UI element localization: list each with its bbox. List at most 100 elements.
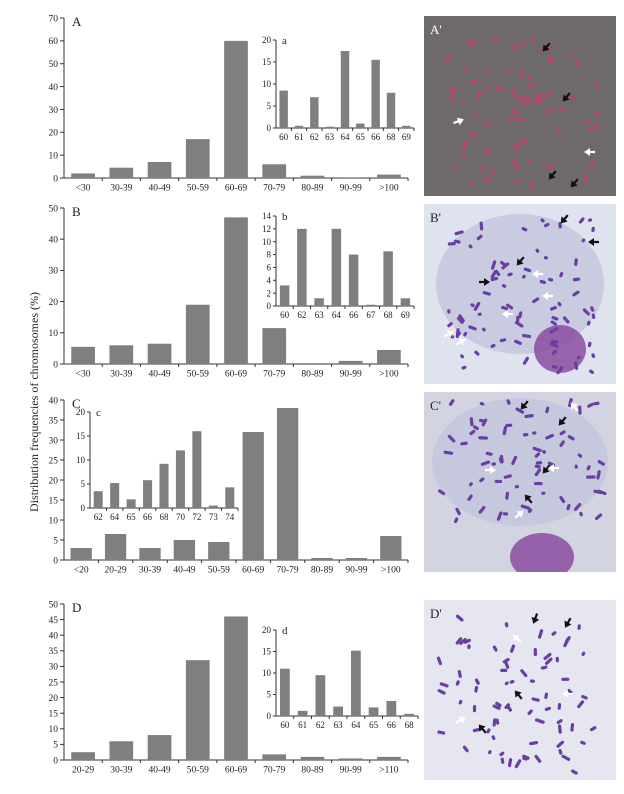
main-x-tick-label: 70-79	[263, 370, 285, 380]
main-y-tick-label: 35	[49, 416, 59, 426]
arrow-head	[520, 402, 528, 410]
main-x-tick-label: 50-59	[187, 184, 209, 194]
inset-y-tick-label: 10	[76, 455, 86, 465]
inset-bar	[386, 700, 397, 716]
chromosome	[556, 366, 564, 375]
main-y-tick-label: 30	[49, 436, 59, 446]
main-y-tick-label: 40	[49, 236, 59, 246]
white-arrow-icon	[570, 402, 579, 412]
main-x-tick-label: 70-79	[277, 566, 299, 576]
chromosome	[472, 425, 479, 431]
chromosome	[477, 312, 482, 316]
main-bar	[338, 177, 363, 178]
inset-bar	[383, 251, 393, 306]
chromosome	[509, 679, 515, 684]
arrow-head	[564, 620, 572, 628]
inset-x-tick-label: 60	[280, 720, 290, 730]
chromosome	[472, 705, 477, 713]
inset-x-tick-label: 60	[279, 132, 289, 142]
arrow-head	[490, 466, 496, 474]
main-y-tick-label: 20	[49, 476, 59, 486]
photo-a-svg	[424, 16, 616, 196]
main-bar	[224, 616, 248, 760]
main-y-tick-label: 30	[49, 663, 59, 673]
chromosome	[491, 260, 497, 270]
chromosome	[589, 726, 597, 732]
inset-x-tick-label: 63	[325, 132, 335, 142]
main-bar	[185, 139, 210, 178]
chromosome	[551, 349, 558, 355]
chromosome	[558, 748, 563, 755]
main-x-tick-label: 60-69	[242, 566, 264, 576]
chromosome	[504, 660, 510, 669]
inset-bar	[225, 487, 235, 508]
inset-y-tick-label: 0	[267, 711, 272, 721]
chromosome	[582, 308, 590, 316]
main-x-tick-label: <30	[76, 370, 91, 380]
inset-bar	[297, 710, 308, 716]
chromosome	[587, 402, 594, 408]
chromosome	[520, 100, 529, 106]
chromosome	[519, 118, 526, 123]
white-arrow-icon	[562, 690, 573, 698]
chromosome	[469, 429, 476, 436]
arrow-head	[558, 418, 566, 426]
arrow-head	[458, 716, 466, 724]
black-arrow-icon	[531, 613, 540, 624]
main-x-tick-label: 90-99	[345, 566, 367, 576]
inset-x-tick-label: 69	[402, 132, 412, 142]
chromosome	[498, 457, 503, 464]
chromosome	[480, 460, 491, 466]
main-x-tick-label: >100	[379, 184, 399, 194]
main-bar	[377, 174, 401, 178]
chromosome	[455, 614, 464, 622]
chromosome	[527, 508, 533, 514]
inset-y-tick-label: 15	[76, 431, 86, 441]
main-bar	[224, 217, 248, 364]
chromosome	[570, 722, 575, 732]
chromosome	[591, 226, 595, 233]
chromosome	[590, 306, 595, 312]
chromosome	[494, 479, 503, 484]
chromosome	[581, 694, 588, 700]
arrow-head	[570, 180, 578, 188]
panel-label: D	[72, 600, 81, 615]
inset-bar	[386, 92, 396, 128]
inset-bar	[404, 713, 415, 716]
chromosome	[551, 631, 557, 636]
inset-bar	[340, 51, 350, 128]
inset-bar	[279, 285, 290, 306]
main-x-tick-label: 30-39	[110, 184, 132, 194]
chromosome	[458, 699, 463, 705]
chromosome	[583, 173, 589, 183]
chromosome	[474, 685, 479, 693]
chromosome	[501, 284, 507, 288]
chromosome	[463, 638, 471, 644]
chromosome	[505, 491, 510, 500]
inset-x-tick-label: 72	[192, 512, 201, 522]
chromosome	[580, 740, 586, 745]
inset-x-tick-label: 63	[334, 720, 344, 730]
inset-x-tick-label: 60	[280, 310, 290, 320]
main-bar	[71, 173, 95, 178]
chromosome	[447, 242, 456, 246]
chromosome	[490, 343, 496, 348]
main-y-tick-label: 0	[53, 360, 58, 370]
chromosome	[521, 333, 532, 339]
black-arrow-icon	[564, 617, 572, 628]
main-bar	[71, 752, 95, 760]
chromosome	[512, 158, 517, 166]
main-x-tick-label: 20-29	[72, 766, 94, 776]
main-y-tick-label: 5	[53, 741, 58, 751]
chromosome	[563, 638, 569, 648]
inset-label: b	[282, 211, 288, 223]
main-x-tick-label: 50-59	[187, 766, 209, 776]
main-bar	[262, 164, 287, 178]
inset-y-tick-label: 20	[262, 625, 272, 635]
chromosome	[486, 728, 491, 734]
inset-bar	[315, 675, 326, 716]
inset-x-tick-label: 62	[310, 132, 319, 142]
chromosome	[520, 669, 528, 678]
